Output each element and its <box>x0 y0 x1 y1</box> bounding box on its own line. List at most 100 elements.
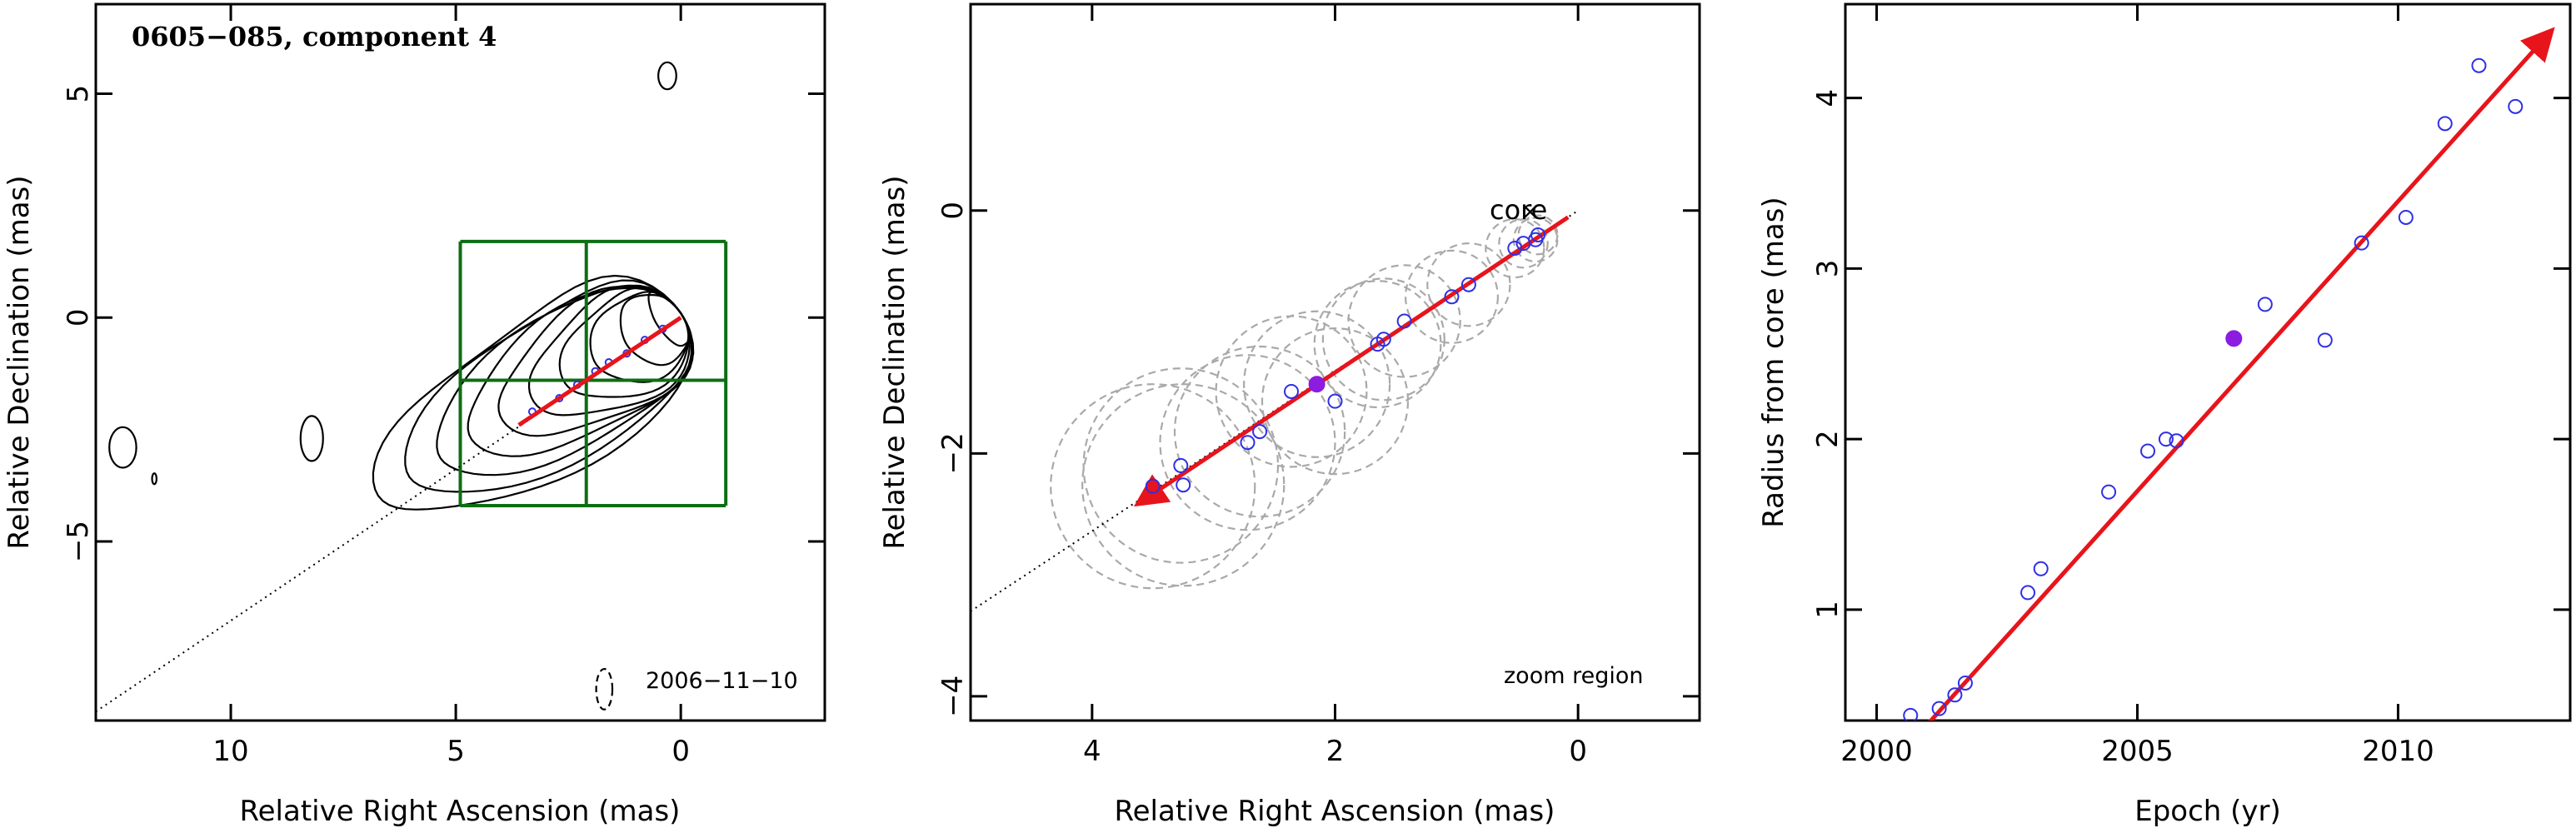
zoom-region-panel: 4 2 0 0 −2 −4 zoom region core × Relative Rig… <box>878 2 1701 828</box>
data-point <box>1903 707 1919 721</box>
uncertainty-circle <box>1426 242 1511 327</box>
data-point <box>1176 477 1191 493</box>
data-point <box>1240 435 1256 451</box>
data-point <box>1284 383 1299 399</box>
radius-epoch-panel: 2000 2005 2010 1 2 3 4 Epoch (yr) Radius from … <box>1757 2 2572 828</box>
data-point <box>2471 57 2487 73</box>
core-marker: × <box>1520 197 1540 225</box>
plot-frame <box>969 2 1701 722</box>
y-tick-label: 5 <box>62 85 95 103</box>
x-tick-label: 2010 <box>2362 735 2434 768</box>
y-axis-label: Relative Declination (mas) <box>2 175 36 549</box>
data-point <box>2033 561 2049 576</box>
contour-blob <box>108 426 137 469</box>
data-point <box>1530 227 1546 242</box>
uncertainty-circle <box>1159 354 1336 531</box>
y-tick-label: 4 <box>1811 89 1845 107</box>
date-label: 2006−11−10 <box>646 668 798 694</box>
contour-line <box>372 274 693 511</box>
data-point <box>2169 433 2184 449</box>
dotted-line <box>95 317 681 713</box>
x-axis-label: Relative Right Ascension (mas) <box>1115 795 1555 828</box>
y-tick-label: −4 <box>936 676 970 717</box>
data-point <box>1327 393 1343 409</box>
uncertainty-circle <box>1050 383 1256 590</box>
axis-ticks: 2000 2005 2010 1 2 3 4 <box>1811 4 2570 768</box>
uncertainty-circle <box>1313 280 1442 409</box>
uncertainty-circle <box>1261 327 1410 476</box>
contour-lines <box>108 61 695 711</box>
y-tick-label: 3 <box>1811 260 1845 278</box>
grid-box <box>458 239 728 507</box>
data-point <box>1507 240 1523 256</box>
uncertainty-circle <box>1485 217 1545 279</box>
data-point <box>2140 443 2156 459</box>
axis-ticks: 10 5 0 5 0 −5 <box>62 4 825 768</box>
contour-line <box>647 291 692 347</box>
contour-blob <box>657 61 677 91</box>
y-tick-label: −2 <box>936 432 970 474</box>
core-label: core <box>1490 194 1547 226</box>
uncertainty-circle <box>1082 367 1280 564</box>
y-tick-label: −5 <box>62 521 95 562</box>
contour-map-panel: 10 5 0 5 0 −5 0605−085, component 4 2006−11−1… <box>2 2 826 828</box>
data-point <box>1173 457 1189 473</box>
uncertainty-circle <box>1517 214 1559 256</box>
fit-line <box>1928 27 2555 721</box>
uncertainty-circle <box>1243 310 1391 458</box>
axis-ticks: 4 2 0 0 −2 −4 <box>936 4 1700 768</box>
data-marks <box>1903 27 2555 721</box>
contour-blob <box>151 472 158 486</box>
x-tick-label: 0 <box>671 735 690 768</box>
data-point <box>1444 289 1460 305</box>
y-tick-label: 0 <box>936 202 970 220</box>
data-point <box>2257 297 2273 312</box>
data-point <box>1947 687 1963 703</box>
trajectory-marks <box>970 209 1579 612</box>
data-point <box>1252 424 1268 440</box>
x-tick-label: 5 <box>447 735 465 768</box>
y-axis-label: Radius from core (mas) <box>1757 197 1790 527</box>
y-tick-label: 1 <box>1811 601 1845 619</box>
y-tick-label: 2 <box>1811 430 1845 448</box>
data-point <box>2158 431 2174 447</box>
data-point <box>1460 277 1476 292</box>
zoom-region-label: zoom region <box>1504 663 1643 689</box>
highlight-point <box>1308 376 1325 393</box>
plot-frame <box>94 2 826 722</box>
contour-line <box>467 287 695 457</box>
uncertainty-circle <box>1498 217 1549 269</box>
data-point <box>2317 332 2333 348</box>
negative-contour <box>595 667 614 711</box>
data-point <box>1396 313 1412 329</box>
data-point <box>2101 484 2117 500</box>
y-tick-label: 0 <box>62 308 95 327</box>
uncertainty-circles <box>1050 214 1559 590</box>
x-tick-label: 2 <box>1326 735 1345 768</box>
contour-line <box>589 291 690 383</box>
data-point <box>1957 675 1973 691</box>
x-tick-label: 4 <box>1083 735 1101 768</box>
motion-vector <box>1133 215 1570 507</box>
uncertainty-circle <box>1321 277 1445 402</box>
contour-line <box>558 287 690 398</box>
highlight-point <box>2225 330 2243 347</box>
chart-title: 0605−085, component 4 <box>132 21 497 52</box>
plot-frame <box>1844 2 2572 722</box>
x-tick-label: 0 <box>1569 735 1587 768</box>
trajectory-marks <box>95 316 682 713</box>
contour-blob <box>299 415 324 462</box>
data-point <box>1145 478 1161 494</box>
uncertainty-circle <box>1173 345 1346 518</box>
x-axis-label: Relative Right Ascension (mas) <box>240 795 681 828</box>
x-tick-label: 2000 <box>1840 735 1913 768</box>
x-tick-label: 2005 <box>2101 735 2174 768</box>
data-point <box>2437 116 2453 132</box>
data-point <box>1931 701 1947 716</box>
contour-line <box>497 285 693 437</box>
uncertainty-circle <box>1347 264 1461 378</box>
data-point <box>2508 98 2524 114</box>
data-point <box>2354 235 2369 251</box>
y-axis-label: Relative Declination (mas) <box>878 175 911 549</box>
